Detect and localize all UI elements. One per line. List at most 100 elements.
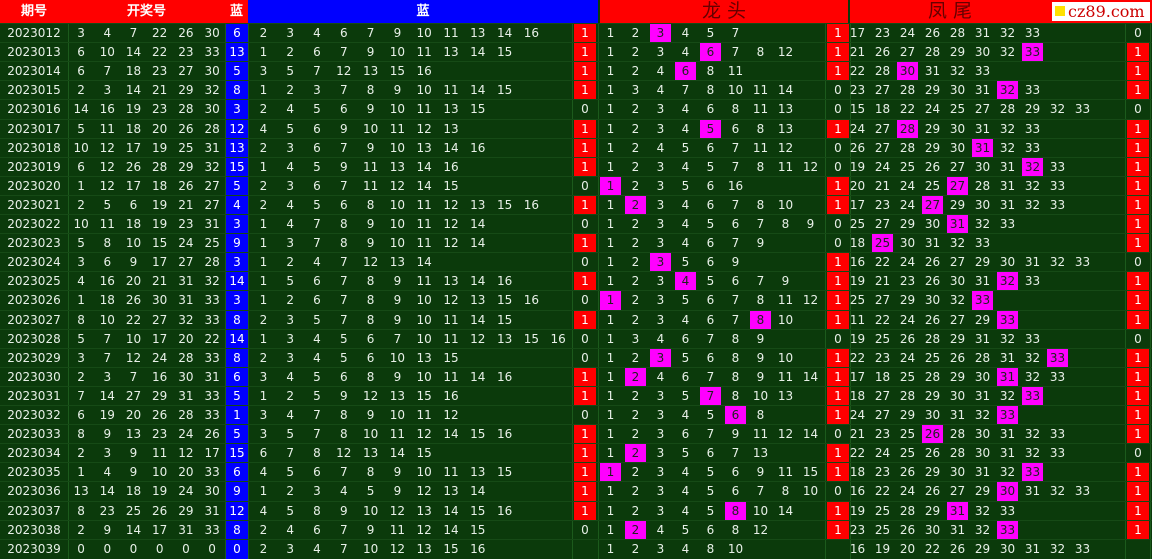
tail-list-number: 24 (899, 350, 916, 365)
head-list-number: 2 (631, 45, 640, 60)
head-list-number: 2 (631, 312, 640, 327)
draw-number: 14 (125, 45, 142, 60)
tail-list-number: 29 (949, 331, 966, 346)
tail-list-number: 24 (924, 102, 941, 117)
head-list-number: 1 (606, 102, 615, 117)
tail-list-number: 25 (874, 503, 891, 518)
head-list-number: 2 (631, 427, 640, 442)
head-list-number: 3 (656, 121, 665, 136)
tail-list-number: 27 (947, 176, 968, 196)
tail-list-number: 28 (899, 503, 916, 518)
blue-list-number: 10 (416, 331, 432, 346)
hit-indicator: 1 (1127, 406, 1149, 425)
blue-number: 14 (226, 272, 248, 292)
hit-indicator: 1 (827, 386, 849, 406)
blue-list-number: 6 (339, 26, 348, 40)
hit-indicator: 1 (827, 520, 849, 540)
blue-list-number: 10 (389, 217, 406, 231)
head-list-number: 1 (600, 176, 621, 196)
head-list-number: 10 (777, 197, 794, 212)
tail-list-number: 27 (922, 195, 943, 215)
logo-area: cz89.com (1050, 0, 1152, 23)
tail-list-number: 30 (897, 62, 918, 82)
blue-list-number: 9 (339, 121, 348, 136)
head-list-number: 8 (731, 331, 740, 346)
blue-list-number: 2 (259, 522, 268, 537)
row-separator (0, 137, 1152, 139)
row-separator (0, 194, 1152, 196)
blue-list-number: 14 (443, 140, 459, 155)
draw-number: 27 (204, 197, 220, 212)
tail-list-number: 32 (974, 503, 991, 518)
head-list-number: 3 (631, 331, 640, 346)
draw-number: 19 (152, 217, 168, 231)
draw-number: 26 (178, 178, 194, 193)
blue-number: 15 (226, 157, 248, 177)
tail-list-number: 28 (949, 446, 966, 461)
draw-number: 33 (204, 312, 220, 327)
tail-list-number: 16 (849, 484, 866, 499)
draw-number: 0 (103, 541, 112, 556)
tail-list-number: 17 (849, 369, 866, 384)
tail-list-number: 31 (974, 121, 991, 136)
draw-number: 28 (152, 159, 168, 174)
tail-list-number: 30 (949, 465, 966, 480)
tail-list-number: 32 (997, 81, 1018, 101)
blue-list-number: 12 (362, 255, 379, 270)
blue-list-number: 1 (259, 274, 268, 289)
blue-list-number: 15 (523, 331, 540, 346)
tail-list-number: 33 (1024, 274, 1041, 289)
tail-list-number: 30 (949, 121, 966, 136)
tail-list-number: 31 (1024, 255, 1041, 270)
hit-indicator: 1 (827, 367, 849, 387)
hit-indicator: 1 (1127, 119, 1149, 139)
head-list-number: 7 (700, 386, 721, 406)
blue-list-number: 16 (496, 503, 513, 518)
tail-list-number: 24 (899, 255, 916, 270)
tail-list-number: 33 (1024, 83, 1041, 98)
blue-list-number: 8 (313, 446, 321, 461)
head-list-number: 3 (656, 217, 665, 231)
hit-indicator: 0 (834, 427, 842, 442)
hit-indicator: 1 (827, 43, 849, 63)
hit-indicator: 1 (574, 367, 596, 387)
draw-number: 12 (99, 159, 115, 174)
head-list-number: 10 (802, 484, 819, 499)
head-list-number: 13 (777, 388, 794, 403)
blue-list-number: 5 (286, 427, 295, 442)
blue-list-number: 1 (259, 83, 268, 98)
tail-list-number: 33 (997, 406, 1018, 425)
blue-list-number: 6 (366, 331, 375, 346)
head-list-number: 4 (681, 484, 690, 499)
head-list-number: 2 (631, 274, 640, 289)
row-separator (0, 538, 1152, 540)
blue-list-number: 7 (339, 83, 348, 98)
hit-indicator: 0 (834, 140, 842, 155)
tail-list-number: 32 (997, 272, 1018, 292)
draw-number: 9 (129, 255, 138, 270)
blue-list-number: 12 (336, 64, 352, 79)
hit-indicator: 1 (1127, 157, 1149, 177)
tail-list-number: 27 (949, 484, 966, 499)
head-list-number: 9 (756, 236, 765, 251)
blue-list-number: 11 (416, 217, 432, 231)
head-list-number: 1 (606, 121, 615, 136)
head-list-number: 5 (700, 119, 721, 139)
blue-list-number: 9 (393, 484, 402, 499)
tail-list-number: 32 (999, 26, 1016, 40)
draw-number: 5 (77, 236, 85, 251)
tail-list-number: 25 (899, 369, 916, 384)
issue: 2023019 (7, 159, 61, 174)
tail-list-number: 24 (874, 159, 891, 174)
head-list-number: 2 (631, 217, 640, 231)
tail-list-number: 33 (1074, 255, 1091, 270)
tail-list-number: 31 (949, 522, 966, 537)
blue-list-number: 11 (443, 465, 459, 480)
tail-list-number: 26 (924, 255, 941, 270)
head-list-number: 7 (731, 293, 740, 308)
head-list-number: 5 (681, 178, 690, 193)
head-list-number: 7 (706, 331, 715, 346)
head-list-number: 11 (777, 465, 794, 480)
draw-number: 28 (178, 102, 194, 117)
head-list-number: 4 (681, 236, 690, 251)
